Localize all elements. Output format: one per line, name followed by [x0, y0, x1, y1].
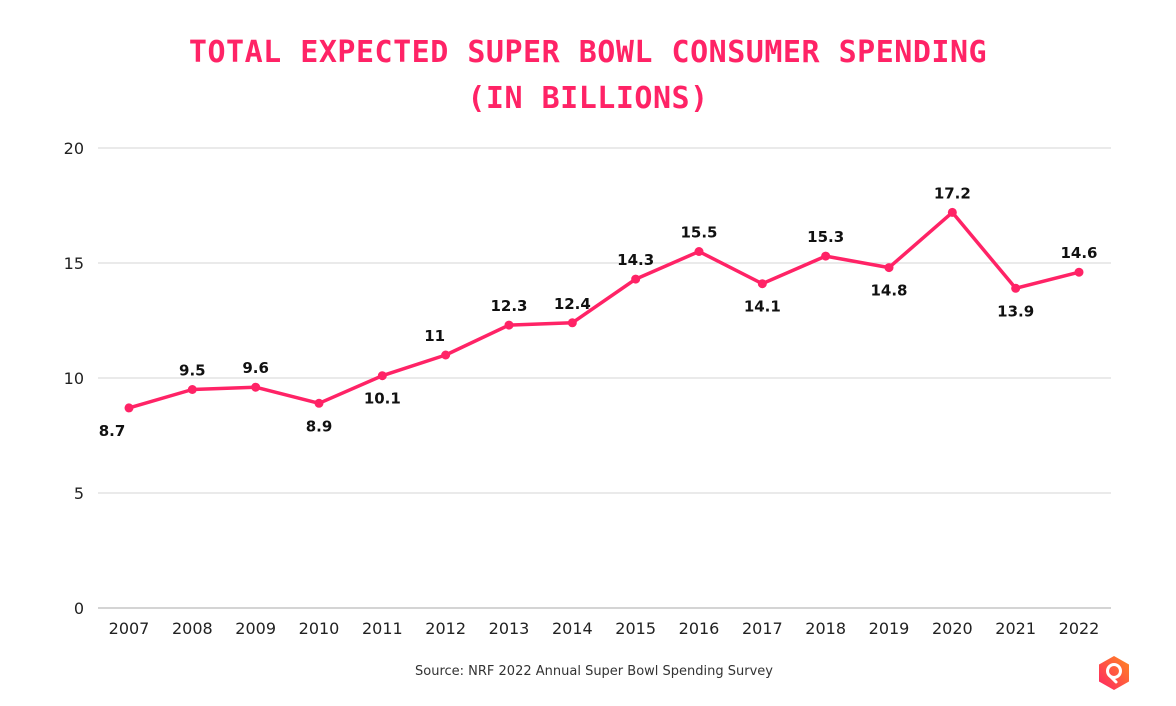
chart-title: TOTAL EXPECTED SUPER BOWL CONSUMER SPEND…: [0, 30, 1176, 122]
data-point: [1011, 283, 1021, 293]
data-point: [567, 318, 577, 328]
data-label: 14.1: [744, 298, 781, 316]
data-label: 9.5: [179, 362, 206, 380]
x-tick-label: 2021: [995, 619, 1036, 638]
x-tick-label: 2013: [489, 619, 530, 638]
x-tick-label: 2011: [362, 619, 403, 638]
data-point: [441, 350, 451, 360]
y-tick-label: 5: [74, 484, 84, 503]
chart-title-line-1: TOTAL EXPECTED SUPER BOWL CONSUMER SPEND…: [188, 35, 988, 70]
data-label: 12.3: [490, 297, 527, 315]
x-tick-label: 2018: [805, 619, 846, 638]
y-tick-label: 20: [64, 139, 84, 158]
data-label: 14.6: [1060, 244, 1097, 262]
x-tick-label: 2016: [679, 619, 720, 638]
data-label: 12.4: [554, 295, 591, 313]
data-label: 15.5: [680, 224, 717, 242]
data-label: 15.3: [807, 228, 844, 246]
data-point: [124, 403, 134, 413]
x-tick-label: 2017: [742, 619, 783, 638]
data-point: [694, 247, 704, 256]
x-tick-label: 2009: [235, 619, 276, 638]
location-pin-hexagon-logo-icon: [1099, 656, 1129, 690]
data-point: [251, 382, 261, 392]
data-point: [757, 279, 767, 289]
data-point: [884, 263, 894, 273]
source-note: Source: NRF 2022 Annual Super Bowl Spend…: [415, 664, 773, 679]
data-label: 9.6: [242, 359, 269, 377]
x-tick-label: 2008: [172, 619, 213, 638]
data-point: [947, 207, 957, 217]
x-tick-label: 2019: [869, 619, 910, 638]
data-label: 11: [424, 327, 445, 345]
data-point: [1074, 267, 1084, 277]
data-label: 14.8: [870, 282, 907, 300]
data-point: [821, 251, 831, 261]
x-tick-label: 2015: [615, 619, 656, 638]
y-tick-label: 0: [74, 599, 84, 618]
data-point: [631, 274, 641, 284]
x-tick-label: 2022: [1059, 619, 1100, 638]
y-tick-label: 10: [64, 369, 84, 388]
data-point: [504, 320, 514, 330]
x-tick-label: 2010: [299, 619, 340, 638]
chart-title-line-2: (IN BILLIONS): [467, 81, 709, 116]
data-label: 10.1: [364, 390, 401, 408]
data-label: 13.9: [997, 302, 1034, 320]
x-tick-label: 2007: [109, 619, 150, 638]
data-label: 8.9: [306, 417, 333, 435]
x-tick-label: 2020: [932, 619, 973, 638]
series-line: [128, 210, 1080, 410]
data-point: [187, 385, 197, 394]
data-point: [314, 398, 324, 408]
y-tick-label: 15: [64, 254, 84, 273]
x-tick-label: 2014: [552, 619, 593, 638]
x-tick-label: 2012: [425, 619, 466, 638]
data-point: [377, 371, 387, 381]
data-label: 14.3: [617, 251, 654, 269]
data-label: 17.2: [934, 184, 971, 202]
data-label: 8.7: [99, 422, 126, 440]
